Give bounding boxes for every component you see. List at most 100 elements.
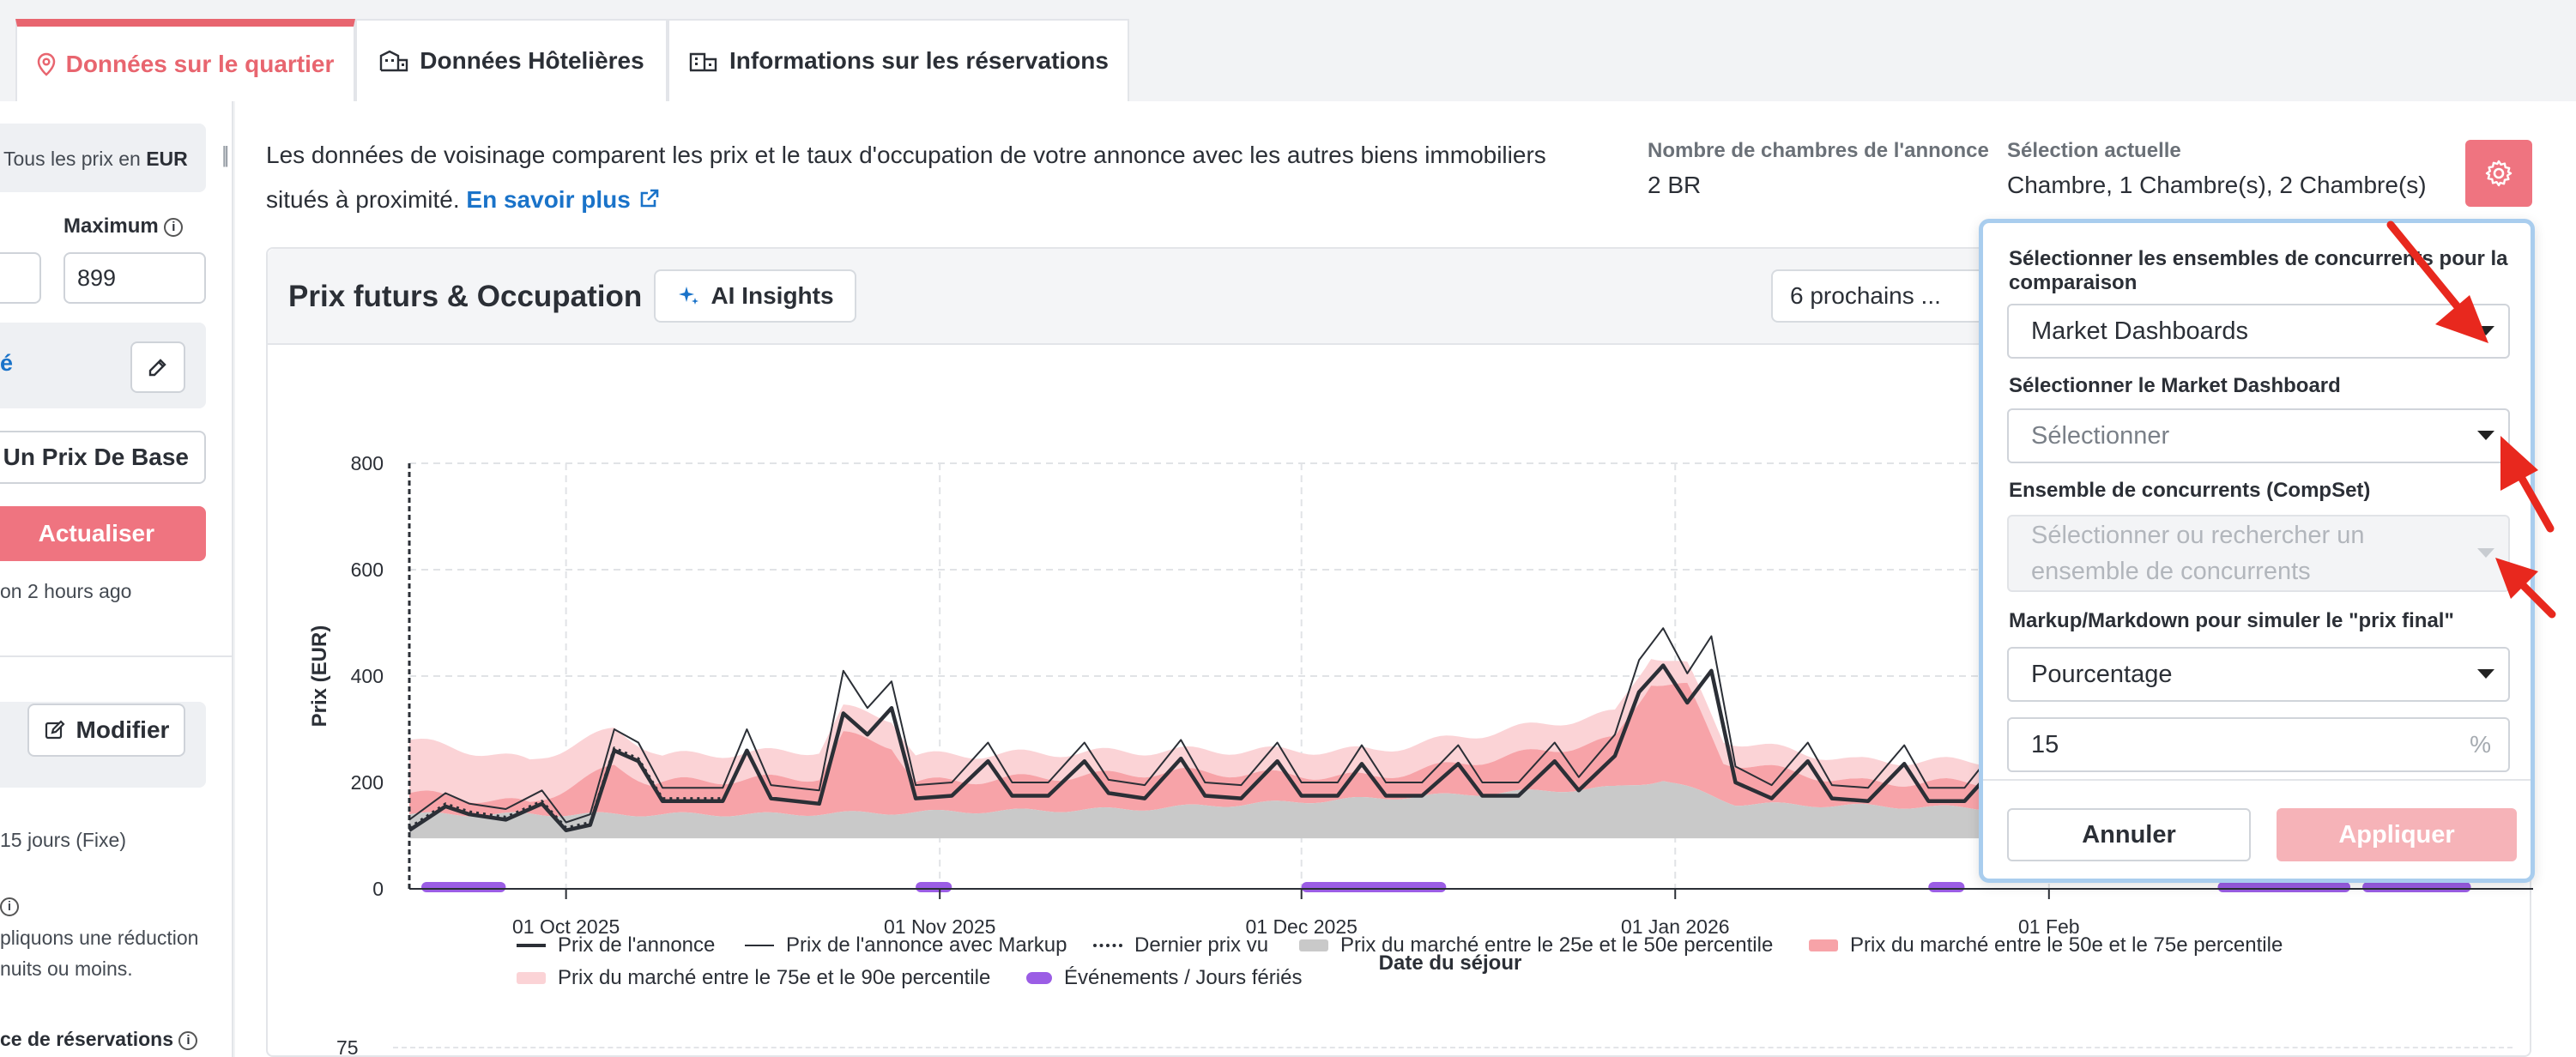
comparison-settings-popup: Sélectionner les ensembles de concurrent…	[1979, 219, 2535, 883]
legend-swatch	[517, 972, 546, 984]
x-tick-label: 01 Nov 2025	[884, 915, 995, 938]
max-price-input[interactable]: 899	[63, 252, 206, 304]
y-tick-label: 600	[351, 559, 384, 581]
gear-icon	[2485, 160, 2513, 187]
compset-select[interactable]: Sélectionner ou rechercher un ensemble d…	[2007, 515, 2510, 592]
selection-value: Chambre, 1 Chambre(s), 2 Chambre(s)	[2007, 172, 2427, 198]
event-marker	[2217, 882, 2351, 892]
event-marker	[1301, 882, 1447, 892]
listing-price-line	[408, 663, 2039, 833]
sparkle-icon	[679, 287, 699, 305]
discount-text-1: pliquons une réduction	[0, 927, 199, 949]
bookings-label: ce de réservations i	[0, 1028, 198, 1051]
x-tick-label: 01 Dec 2025	[1245, 915, 1357, 938]
chevron-down-icon	[2477, 669, 2494, 679]
info-icon: i	[164, 217, 184, 237]
tab-hotel-data[interactable]: Données Hôtelières	[355, 19, 668, 101]
base-price-button[interactable]: r Un Prix De Base	[0, 431, 206, 484]
buildings-icon	[689, 52, 717, 72]
y-axis-label: Prix (EUR)	[308, 625, 331, 728]
markup-price-line	[408, 627, 2038, 824]
x-tick-label: 01 Oct 2025	[512, 915, 620, 938]
currency-text: Tous les prix en EUR	[3, 148, 188, 170]
card-title: Prix futurs & Occupation	[288, 280, 643, 313]
event-marker	[2362, 882, 2471, 892]
external-link-icon	[640, 189, 658, 208]
legend-band-75-90[interactable]: Prix du marché entre le 75e et le 90e pe…	[517, 966, 990, 990]
selection-label: Sélection actuelle	[2007, 139, 2181, 162]
legend-band-50-75[interactable]: Prix du marché entre le 50e et le 75e pe…	[1809, 933, 2283, 957]
map-pin-icon	[37, 52, 55, 76]
compset-group-select[interactable]: Market Dashboards	[2007, 304, 2510, 359]
popup-divider	[1983, 779, 2531, 781]
updated-text: on 2 hours ago	[0, 580, 132, 602]
edit-icon	[148, 359, 166, 377]
tab-neighborhood[interactable]: Données sur le quartier	[15, 19, 355, 101]
hotel-icon	[380, 50, 408, 72]
edit-icon	[45, 720, 65, 740]
rooms-value: 2 BR	[1648, 172, 1702, 198]
last-seen-line	[408, 746, 723, 830]
legend-swatch	[517, 944, 546, 947]
y-tick-label: 800	[351, 452, 384, 474]
legend-last-seen[interactable]: Dernier prix vu	[1093, 933, 1268, 957]
event-marker	[421, 882, 506, 892]
markup-type-select[interactable]: Pourcentage	[2007, 647, 2510, 702]
compset-group-label: Sélectionner les ensembles de concurrent…	[2009, 247, 2508, 294]
next-chart-tick: 75	[336, 1036, 359, 1057]
chevron-down-icon	[2477, 548, 2494, 558]
chevron-down-icon	[2477, 431, 2494, 440]
legend-band-25-50[interactable]: Prix du marché entre le 25e et le 50e pe…	[1299, 933, 1773, 957]
legend-listing-price[interactable]: Prix de l'annonce	[517, 933, 715, 957]
legend-events[interactable]: Événements / Jours fériés	[1026, 966, 1302, 990]
tab-label: Informations sur les réservations	[729, 47, 1109, 74]
rooms-label: Nombre de chambres de l'annonce	[1648, 139, 1989, 162]
min-price-input[interactable]	[0, 252, 41, 304]
refresh-button[interactable]: Actualiser	[0, 506, 206, 561]
percent-unit: %	[2470, 731, 2491, 758]
tab-bar: Données sur le quartier Données Hôtelièr…	[0, 0, 2576, 101]
legend-swatch	[1026, 972, 1052, 984]
legend-swatch	[745, 945, 774, 946]
legend-swatch	[1093, 944, 1122, 947]
ai-insights-button[interactable]: AI Insights	[654, 269, 856, 323]
discount-text-2: nuits ou moins.	[0, 957, 133, 980]
chart-axes: 0 200 400 600 800 01 Oct 2025 01 Nov 2025 01 De…	[308, 452, 2533, 975]
x-axis-label: Date du séjour	[1379, 951, 1522, 975]
period-select[interactable]: 6 prochains ...	[1771, 269, 1994, 323]
link-fragment[interactable]: é	[0, 350, 14, 376]
edit-button[interactable]	[130, 341, 185, 393]
sidebar: Tous les prix en EUR Maximum i 899 é r U…	[0, 101, 233, 1057]
max-label: Maximum i	[63, 214, 184, 239]
modify-button[interactable]: Modifier	[27, 704, 185, 757]
event-marker	[1928, 882, 1965, 892]
dashboard-label: Sélectionner le Market Dashboard	[2009, 374, 2341, 397]
dashboard-select[interactable]: Sélectionner	[2007, 408, 2510, 463]
event-marker	[916, 882, 952, 892]
y-tick-label: 200	[351, 771, 384, 794]
tab-label: Données sur le quartier	[65, 50, 335, 77]
tab-booking-info[interactable]: Informations sur les réservations	[668, 19, 1129, 101]
description: Les données de voisinage comparent les p…	[266, 142, 1546, 213]
compset-label: Ensemble de concurrents (CompSet)	[2009, 479, 2371, 502]
legend-markup-price[interactable]: Prix de l'annonce avec Markup	[745, 933, 1067, 957]
currency-info	[0, 124, 206, 192]
legend-swatch	[1809, 939, 1838, 951]
info-icon: i	[178, 1030, 198, 1050]
y-tick-label: 400	[351, 665, 384, 687]
price-lines	[408, 627, 2039, 833]
learn-more-link[interactable]: En savoir plus	[466, 186, 659, 213]
apply-button[interactable]: Appliquer	[2277, 808, 2517, 861]
legend-swatch	[1299, 939, 1328, 951]
markup-value-input[interactable]: 15 %	[2007, 717, 2510, 772]
duration-text: 15 jours (Fixe)	[0, 829, 126, 851]
event-markers	[421, 882, 2471, 892]
info-icon: i	[0, 897, 19, 916]
discount-info: i	[0, 894, 19, 917]
next-chart-gridline	[393, 1047, 2513, 1048]
x-tick-label: 01 Jan 2026	[1621, 915, 1730, 938]
resize-handle-icon[interactable]: ||	[221, 142, 229, 167]
markup-label: Markup/Markdown pour simuler le "prix fi…	[2009, 609, 2454, 632]
cancel-button[interactable]: Annuler	[2007, 808, 2251, 861]
settings-button[interactable]	[2465, 140, 2532, 207]
